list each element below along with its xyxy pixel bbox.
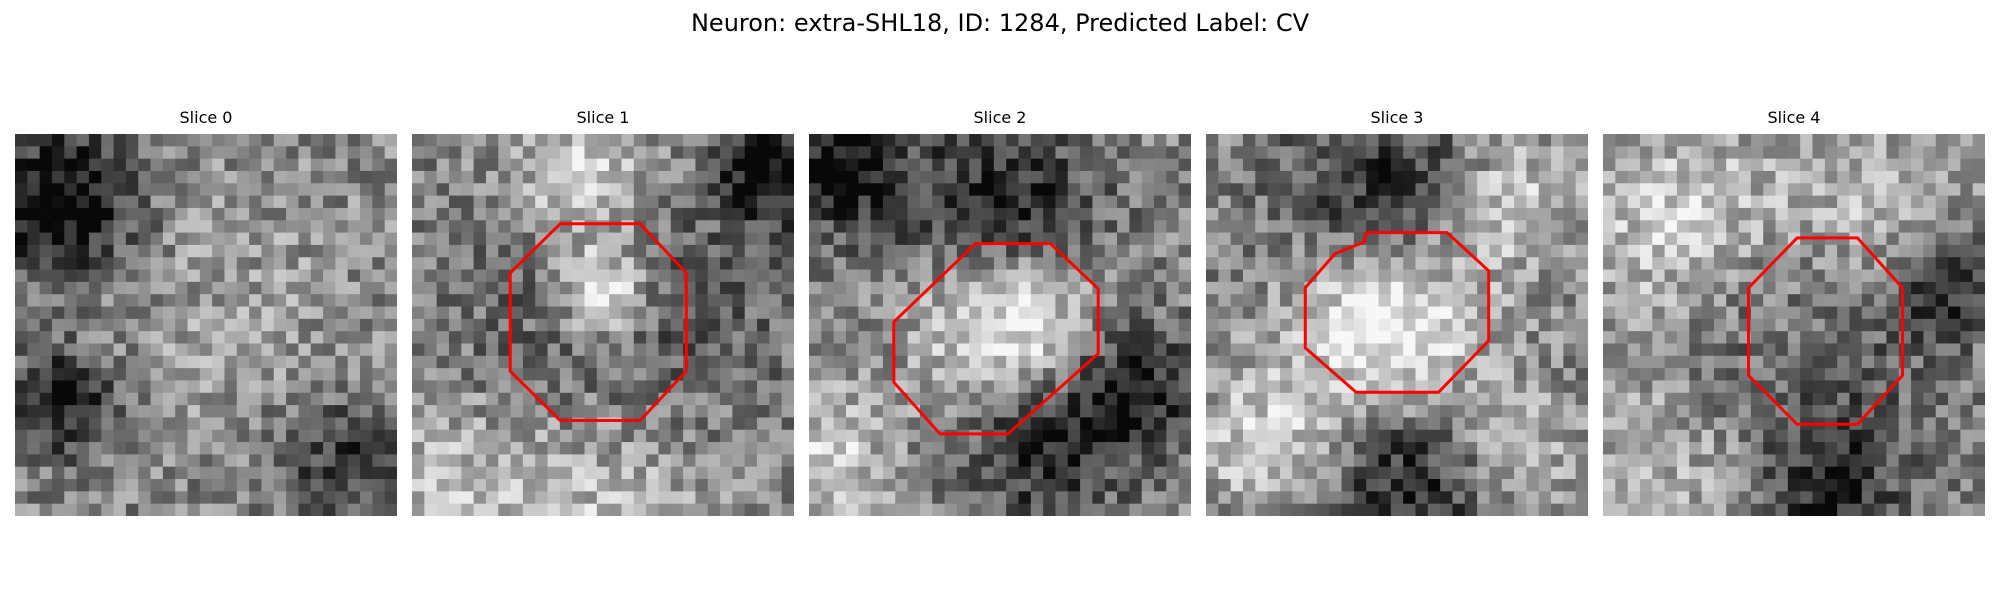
- roi-contour: [1303, 231, 1491, 394]
- slice-title: Slice 1: [576, 108, 630, 127]
- figure-title: Neuron: extra-SHL18, ID: 1284, Predicted…: [690, 9, 1310, 37]
- slice-panel-2: Slice 2: [809, 108, 1191, 520]
- slice-panel-0: Slice 0: [15, 108, 397, 520]
- slice-image: [1603, 134, 1985, 516]
- roi-contour: [508, 222, 688, 422]
- slice-image: [1206, 134, 1588, 516]
- pixel-grid: [1206, 134, 1588, 516]
- slice-panel-3: Slice 3: [1206, 108, 1588, 520]
- slice-panel-4: Slice 4: [1603, 108, 1985, 520]
- slice-image: [809, 134, 1191, 516]
- pixel-grid: [412, 134, 794, 516]
- roi-contour: [1747, 236, 1904, 426]
- slice-title: Slice 3: [1370, 108, 1424, 127]
- slice-image: [15, 134, 397, 516]
- roi-contour: [892, 242, 1100, 436]
- slice-title: Slice 2: [973, 108, 1027, 127]
- pixel-grid: [15, 134, 397, 516]
- pixel-grid: [1603, 134, 1985, 516]
- slice-panel-1: Slice 1: [412, 108, 794, 520]
- slice-image: [412, 134, 794, 516]
- slice-title: Slice 0: [179, 108, 233, 127]
- pixel-grid: [809, 134, 1191, 516]
- slice-title: Slice 4: [1767, 108, 1821, 127]
